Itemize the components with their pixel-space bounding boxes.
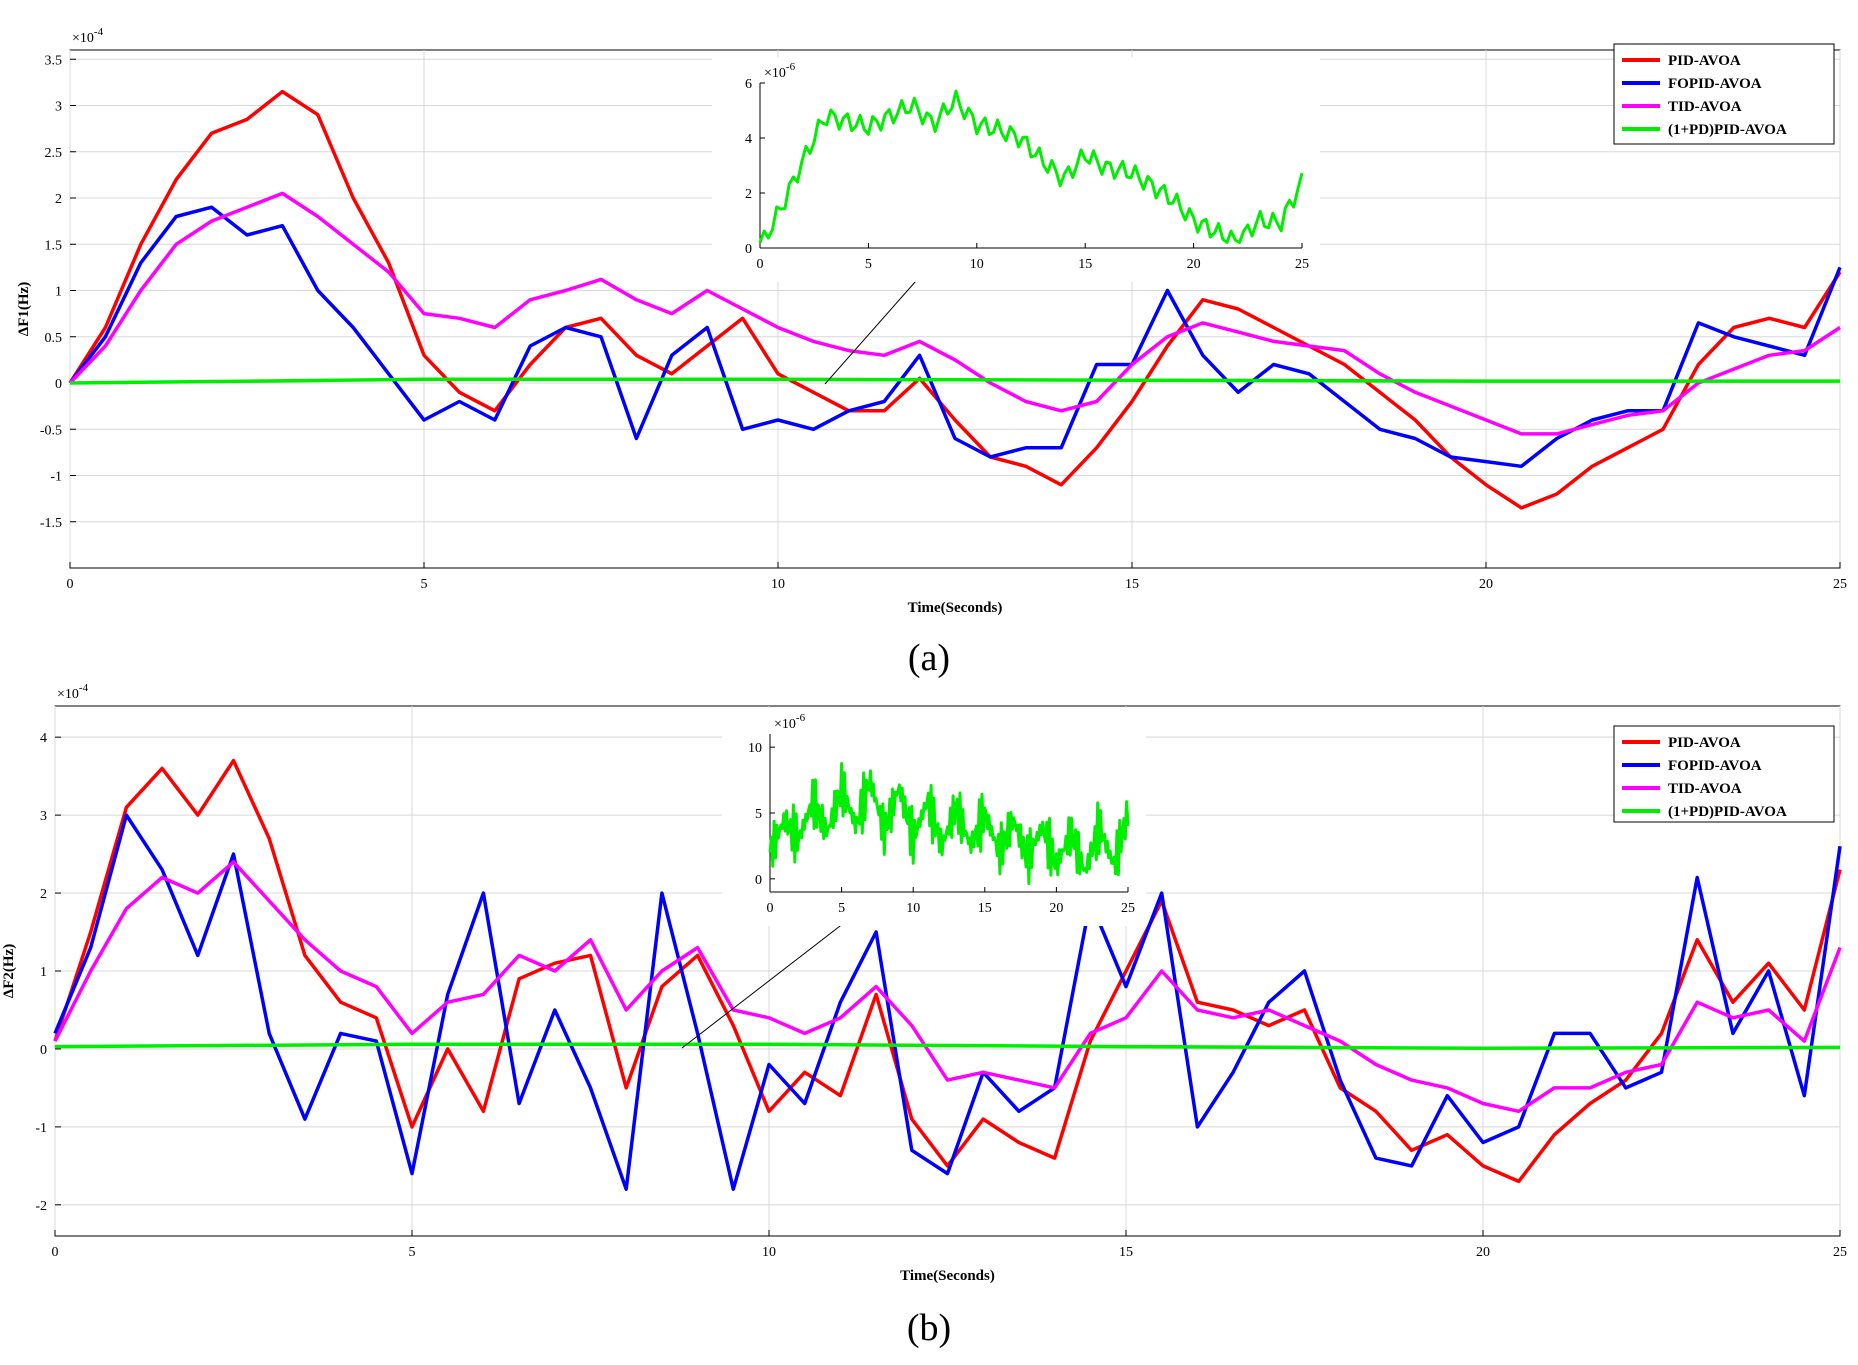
legend-entry: (1+PD)PID-AVOA: [1668, 804, 1787, 820]
inset-x-tick-label: 10: [906, 901, 920, 916]
inset-y-tick-label: 2: [745, 187, 752, 202]
x-tick-label: 0: [52, 1245, 59, 1260]
y-tick-label: 2: [55, 192, 62, 207]
legend-entry: TID-AVOA: [1668, 99, 1742, 115]
legend-entry: FOPID-AVOA: [1668, 76, 1762, 92]
inset-y-tick-label: 0: [745, 242, 752, 257]
legend-entry: PID-AVOA: [1668, 53, 1741, 69]
y-tick-label: 3: [40, 809, 47, 824]
inset-x-tick-label: 25: [1121, 901, 1135, 916]
x-tick-label: 10: [762, 1245, 776, 1260]
y-tick-label: 2: [40, 887, 47, 902]
x-tick-label: 15: [1119, 1245, 1133, 1260]
figure-caption: (b): [907, 1307, 951, 1349]
x-tick-label: 5: [409, 1245, 416, 1260]
inset-x-tick-label: 5: [838, 901, 845, 916]
series-line-pid-avoa: [53, 758, 1842, 1184]
series-line-tid-avoa: [68, 191, 1841, 436]
series-line-pid-avoa: [68, 89, 1842, 510]
legend-entry: PID-AVOA: [1668, 735, 1741, 751]
inset-x-tick-label: 0: [757, 257, 764, 272]
series-line-tid-avoa: [53, 860, 1842, 1114]
y-exponent-label: ×10-4: [72, 26, 104, 46]
y-axis-label: ΔF2(Hz): [1, 944, 17, 998]
series-line--1-pd-pid-avoa: [54, 1042, 1841, 1050]
x-tick-label: 25: [1833, 577, 1847, 592]
legend-entry: FOPID-AVOA: [1668, 758, 1762, 774]
y-tick-label: 1.5: [45, 238, 63, 253]
series-line--1-pd-pid-avoa: [69, 377, 1840, 385]
y-tick-label: -1.5: [40, 516, 62, 531]
inset-background: [712, 57, 1320, 282]
inset-x-tick-label: 25: [1295, 257, 1309, 272]
x-tick-label: 0: [67, 577, 74, 592]
inset-x-tick-label: 5: [865, 257, 872, 272]
x-tick-label: 15: [1125, 577, 1139, 592]
x-tick-label: 25: [1833, 1245, 1847, 1260]
x-tick-label: 20: [1476, 1245, 1490, 1260]
chart-b: 0 5 10 15 20 25 -2 -1 0 1 2 3 4 ×10-4 Time(Seconds) ΔF2…: [1, 682, 1847, 1349]
x-axis-label: Time(Seconds): [908, 600, 1003, 616]
x-axis-label: Time(Seconds): [900, 1268, 995, 1284]
y-tick-label: -2: [35, 1199, 47, 1214]
inset-x-tick-label: 20: [1187, 257, 1201, 272]
series-line-fopid-avoa: [53, 813, 1842, 1191]
x-tick-label: 20: [1479, 577, 1493, 592]
inset-y-tick-label: 5: [755, 807, 762, 822]
legend-entry: TID-AVOA: [1668, 781, 1742, 797]
inset-y-tick-label: 4: [745, 132, 752, 147]
inset-y-tick-label: 0: [755, 873, 762, 888]
y-tick-label: 3.5: [45, 53, 63, 68]
inset-x-tick-label: 15: [978, 901, 992, 916]
zoom-arrow: [824, 263, 932, 385]
figure-caption: (a): [908, 637, 950, 679]
y-tick-label: 0: [40, 1043, 47, 1058]
y-tick-label: 0: [55, 377, 62, 392]
inset-x-tick-label: 10: [970, 257, 984, 272]
chart-a: 0 5 10 15 20 25-1.5-1-0.500.511.522.533.5×10-…: [16, 26, 1847, 679]
y-tick-label: -1: [35, 1121, 47, 1136]
x-tick-label: 10: [771, 577, 785, 592]
y-tick-label: -1: [50, 470, 62, 485]
y-axis-label: ΔF1(Hz): [16, 282, 32, 336]
y-tick-label: 4: [40, 731, 47, 746]
inset-y-tick-label: 6: [745, 77, 752, 92]
inset-y-tick-label: 10: [748, 741, 762, 756]
inset-x-tick-label: 15: [1078, 257, 1092, 272]
y-exponent-label: ×10-4: [57, 682, 89, 702]
y-tick-label: -0.5: [40, 423, 62, 438]
y-tick-label: 0.5: [45, 331, 63, 346]
series-line-fopid-avoa: [68, 205, 1842, 469]
inset-x-tick-label: 20: [1049, 901, 1063, 916]
y-tick-label: 2.5: [45, 146, 63, 161]
y-tick-label: 3: [55, 100, 62, 115]
legend-entry: (1+PD)PID-AVOA: [1668, 122, 1787, 138]
inset-x-tick-label: 0: [767, 901, 774, 916]
inset-series-line: [768, 762, 1130, 886]
x-tick-label: 5: [421, 577, 428, 592]
y-tick-label: 1: [40, 965, 47, 980]
inset-series-line: [758, 89, 1304, 244]
y-tick-label: 1: [55, 285, 62, 300]
